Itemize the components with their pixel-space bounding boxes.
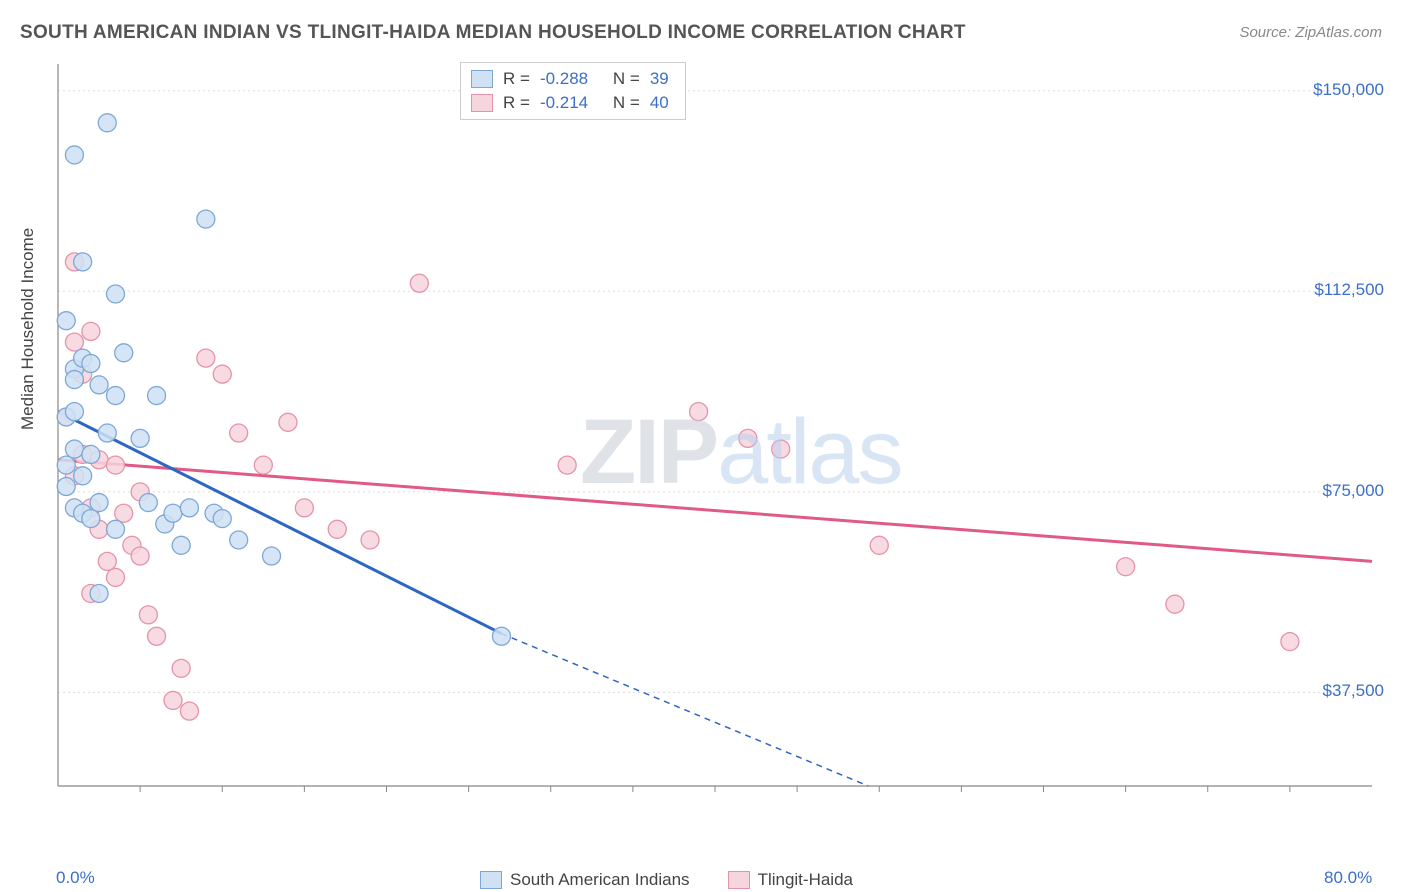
legend-item-1: Tlingit-Haida [728, 870, 853, 890]
stats-legend: R = -0.288 N = 39 R = -0.214 N = 40 [460, 62, 686, 120]
r-label-0: R = [503, 67, 530, 91]
ytick-0: $37,500 [1323, 681, 1384, 701]
n-value-0: 39 [650, 67, 669, 91]
r-value-1: -0.214 [540, 91, 588, 115]
source-attribution: Source: ZipAtlas.com [1239, 24, 1382, 41]
legend-label-1: Tlingit-Haida [758, 870, 853, 890]
n-label-0: N = [613, 67, 640, 91]
xtick-right: 80.0% [1324, 868, 1372, 888]
stats-row-series-1: R = -0.214 N = 40 [471, 91, 669, 115]
ytick-1: $75,000 [1323, 481, 1384, 501]
swatch-series-1 [471, 94, 493, 112]
n-label-1: N = [613, 91, 640, 115]
r-label-1: R = [503, 91, 530, 115]
legend-item-0: South American Indians [480, 870, 690, 890]
legend-swatch-1 [728, 871, 750, 889]
xtick-left: 0.0% [56, 868, 95, 888]
chart-title: SOUTH AMERICAN INDIAN VS TLINGIT-HAIDA M… [20, 22, 966, 44]
ytick-3: $150,000 [1313, 80, 1384, 100]
bottom-legend: South American Indians Tlingit-Haida [480, 870, 853, 890]
swatch-series-0 [471, 70, 493, 88]
legend-label-0: South American Indians [510, 870, 690, 890]
scatter-plot [50, 58, 1380, 828]
y-axis-label: Median Household Income [18, 228, 38, 430]
legend-swatch-0 [480, 871, 502, 889]
stats-row-series-0: R = -0.288 N = 39 [471, 67, 669, 91]
n-value-1: 40 [650, 91, 669, 115]
r-value-0: -0.288 [540, 67, 588, 91]
ytick-2: $112,500 [1314, 280, 1384, 300]
